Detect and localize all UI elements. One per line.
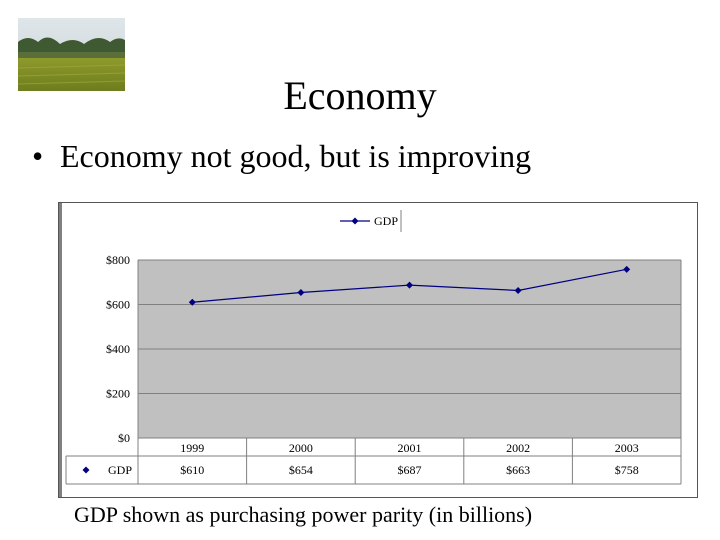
gdp-line-chart: $0$200$400$600$800 1999 2000 2001 2002 2003 … <box>58 202 698 498</box>
x-tick-label: 2003 <box>615 441 639 455</box>
rice-field-photo <box>18 18 125 91</box>
table-value: $663 <box>506 463 530 477</box>
table-value: $758 <box>615 463 639 477</box>
x-tick-label: 2001 <box>398 441 422 455</box>
y-tick-label: $400 <box>106 342 130 356</box>
y-tick-label: $200 <box>106 387 130 401</box>
x-tick-label: 2002 <box>506 441 530 455</box>
gdp-data-point <box>188 298 196 306</box>
y-tick-label: $600 <box>106 298 130 312</box>
slide-title: Economy <box>283 73 437 118</box>
chart-frame-shadow <box>59 203 62 497</box>
table-legend-key-icon <box>82 466 90 474</box>
table-value: $687 <box>398 463 422 477</box>
gdp-data-point <box>514 286 522 294</box>
bullet-icon: • <box>32 138 44 174</box>
x-tick-label: 1999 <box>180 441 204 455</box>
table-series-label: GDP <box>108 463 132 477</box>
bullet-item: • Economy not good, but is improving <box>32 138 531 175</box>
y-tick-label: $0 <box>118 431 130 445</box>
x-tick-label: 2000 <box>289 441 313 455</box>
gdp-data-point <box>406 281 413 289</box>
legend-label: GDP <box>374 214 398 228</box>
chart-caption: GDP shown as purchasing power parity (in… <box>74 502 533 527</box>
gdp-data-point <box>623 265 631 273</box>
gdp-data-point <box>297 288 305 296</box>
legend-marker-icon <box>351 217 359 225</box>
bullet-text: Economy not good, but is improving <box>60 138 532 174</box>
table-value: $654 <box>289 463 313 477</box>
y-tick-label: $800 <box>106 253 130 267</box>
table-value: $610 <box>180 463 204 477</box>
